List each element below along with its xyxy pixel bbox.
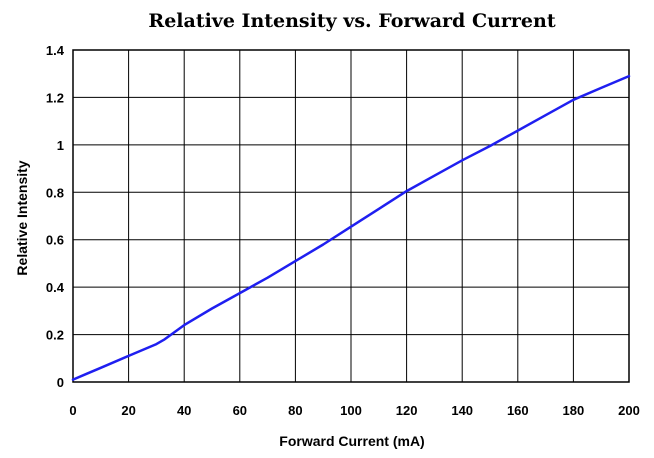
x-tick-label: 180	[563, 403, 585, 418]
y-tick-label: 1	[57, 138, 64, 153]
plot-frame	[72, 49, 630, 383]
x-tick-label: 120	[396, 403, 418, 418]
y-axis-ticks: 0 0.2 0.4 0.6 0.8 1 1.2 1.4	[46, 43, 65, 390]
y-tick-label: 0	[57, 375, 64, 390]
y-axis-label: Relative Intensity	[14, 160, 30, 275]
x-tick-label: 200	[618, 403, 640, 418]
x-tick-label: 160	[507, 403, 529, 418]
y-tick-label: 1.4	[46, 43, 65, 58]
y-tick-label: 0.6	[46, 233, 64, 248]
x-tick-label: 40	[177, 403, 191, 418]
y-tick-label: 1.2	[46, 90, 64, 105]
x-tick-label: 20	[121, 403, 135, 418]
y-tick-label: 0.2	[46, 328, 64, 343]
grid-lines	[72, 49, 630, 383]
x-tick-label: 60	[233, 403, 247, 418]
x-tick-label: 100	[340, 403, 362, 418]
x-tick-label: 140	[451, 403, 473, 418]
series-line	[71, 74, 631, 381]
x-axis-label: Forward Current (mA)	[279, 433, 424, 449]
x-axis-ticks: 0 20 40 60 80 100 120 140 160 180 200	[69, 403, 639, 418]
x-tick-label: 0	[69, 403, 76, 418]
chart-title: Relative Intensity vs. Forward Current	[148, 10, 555, 32]
y-tick-label: 0.4	[46, 280, 65, 295]
y-tick-label: 0.8	[46, 185, 64, 200]
x-tick-label: 80	[288, 403, 302, 418]
